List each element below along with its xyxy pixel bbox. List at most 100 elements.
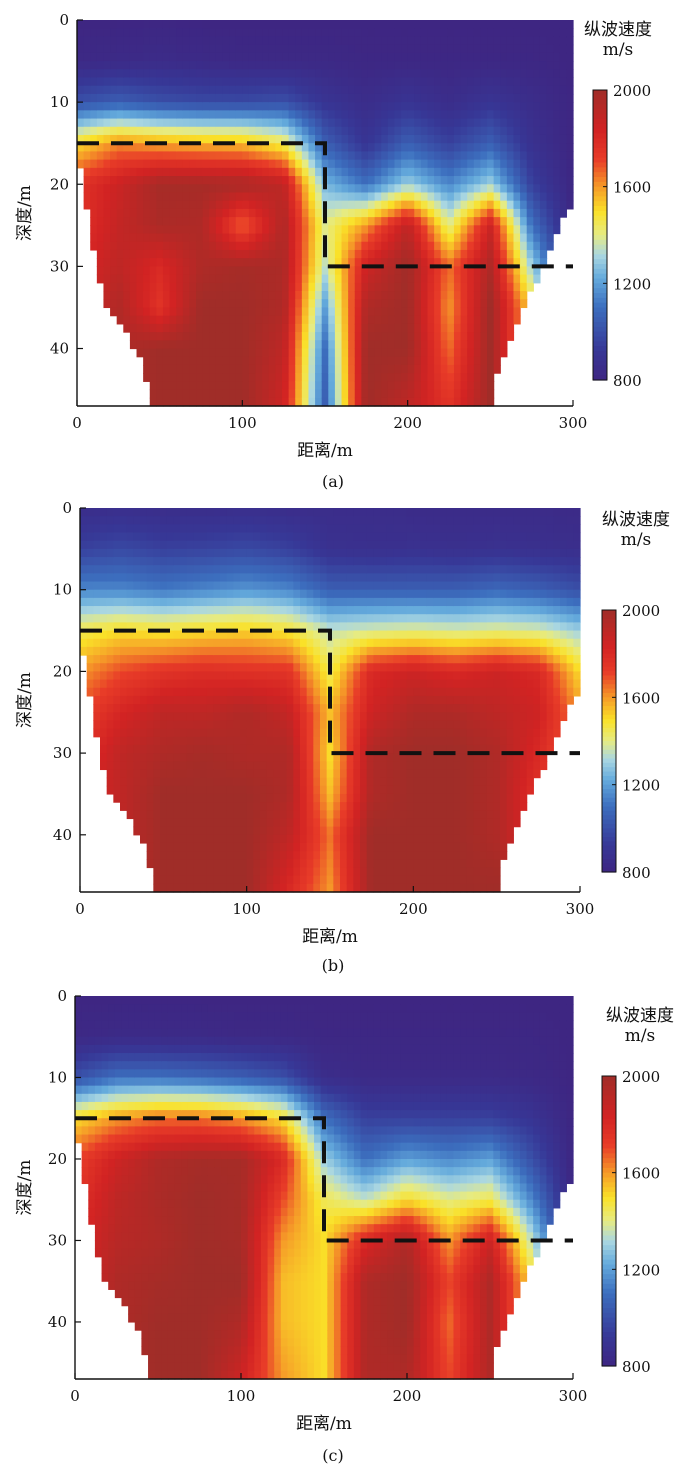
velocity-cell <box>116 134 124 144</box>
velocity-cell <box>453 167 462 177</box>
velocity-cell <box>381 200 389 210</box>
velocity-cell <box>315 364 323 374</box>
velocity-cell <box>106 589 114 599</box>
velocity-cell <box>162 52 171 62</box>
velocity-cell <box>182 225 191 235</box>
velocity-cell <box>280 875 288 885</box>
velocity-cell <box>295 151 303 161</box>
velocity-cell <box>116 307 124 317</box>
velocity-cell <box>280 508 288 517</box>
velocity-cell <box>341 200 349 210</box>
velocity-cell <box>235 52 243 62</box>
velocity-cell <box>387 274 396 284</box>
velocity-cell <box>240 859 248 869</box>
velocity-cell <box>348 151 356 161</box>
velocity-cell <box>113 753 121 762</box>
velocity-cell <box>493 69 501 79</box>
velocity-cell <box>173 671 181 681</box>
velocity-cell <box>180 614 188 623</box>
velocity-cell <box>526 85 534 95</box>
velocity-cell <box>440 266 448 276</box>
velocity-cell <box>566 134 574 144</box>
velocity-cell <box>328 381 336 391</box>
velocity-cell <box>306 581 314 591</box>
velocity-cell <box>473 159 482 169</box>
velocity-cell <box>453 77 462 87</box>
velocity-cell <box>420 44 429 54</box>
velocity-cell <box>306 736 314 746</box>
velocity-cell <box>447 200 455 210</box>
velocity-cell <box>367 299 376 309</box>
velocity-cell <box>229 44 237 54</box>
velocity-cell <box>233 720 241 730</box>
velocity-cell <box>110 126 118 136</box>
velocity-cell <box>301 241 310 251</box>
velocity-cell <box>136 85 144 95</box>
velocity-cell <box>334 299 343 309</box>
velocity-cell <box>160 630 168 640</box>
velocity-cell <box>220 663 228 672</box>
velocity-cell <box>129 299 138 309</box>
velocity-cell <box>453 208 462 218</box>
velocity-cell <box>414 217 422 226</box>
velocity-cell <box>414 159 422 169</box>
velocity-cell <box>113 508 121 517</box>
velocity-cell <box>233 867 241 877</box>
velocity-cell <box>313 597 321 607</box>
velocity-cell <box>539 118 548 128</box>
velocity-cell <box>401 217 409 226</box>
velocity-cell <box>387 356 396 366</box>
velocity-cell <box>328 61 336 70</box>
velocity-cell <box>200 548 208 558</box>
velocity-cell <box>193 687 201 697</box>
velocity-cell <box>136 159 144 169</box>
velocity-cell <box>186 834 194 844</box>
velocity-cell <box>394 77 402 87</box>
velocity-cell <box>260 785 268 795</box>
velocity-cell <box>100 712 108 722</box>
velocity-cell <box>146 769 154 779</box>
velocity-cell <box>546 241 554 251</box>
velocity-cell <box>240 540 248 550</box>
velocity-cell <box>103 258 111 267</box>
velocity-cell <box>506 20 515 29</box>
velocity-cell <box>116 44 124 54</box>
velocity-cell <box>273 622 281 632</box>
velocity-cell <box>301 69 310 79</box>
velocity-cell <box>106 753 114 762</box>
velocity-cell <box>321 110 329 120</box>
velocity-cell <box>407 241 415 251</box>
velocity-cell <box>262 389 270 399</box>
velocity-cell <box>500 167 508 177</box>
velocity-cell <box>334 192 343 202</box>
velocity-cell <box>354 217 362 226</box>
velocity-cell <box>253 614 261 623</box>
velocity-cell <box>209 233 217 243</box>
velocity-cell <box>173 744 181 754</box>
velocity-cell <box>186 597 194 607</box>
velocity-cell <box>288 69 296 79</box>
velocity-cell <box>401 134 409 144</box>
velocity-cell <box>189 102 197 111</box>
velocity-cell <box>255 102 263 111</box>
velocity-cell <box>146 622 154 632</box>
velocity-cell <box>533 192 541 202</box>
velocity-cell <box>246 565 254 574</box>
velocity-cell <box>427 192 435 202</box>
velocity-cell <box>140 695 148 705</box>
velocity-cell <box>367 332 376 341</box>
velocity-cell <box>222 28 230 38</box>
velocity-cell <box>229 126 237 136</box>
velocity-cell <box>394 291 402 300</box>
velocity-cell <box>321 44 329 54</box>
velocity-cell <box>136 143 144 152</box>
velocity-cell <box>93 704 101 713</box>
velocity-cell <box>427 291 435 300</box>
velocity-cell <box>113 524 121 534</box>
velocity-cell <box>506 61 515 70</box>
velocity-cell <box>341 159 349 169</box>
velocity-cell <box>381 208 389 218</box>
velocity-cell <box>235 151 243 161</box>
velocity-cell <box>434 36 442 46</box>
velocity-cell <box>407 192 415 202</box>
